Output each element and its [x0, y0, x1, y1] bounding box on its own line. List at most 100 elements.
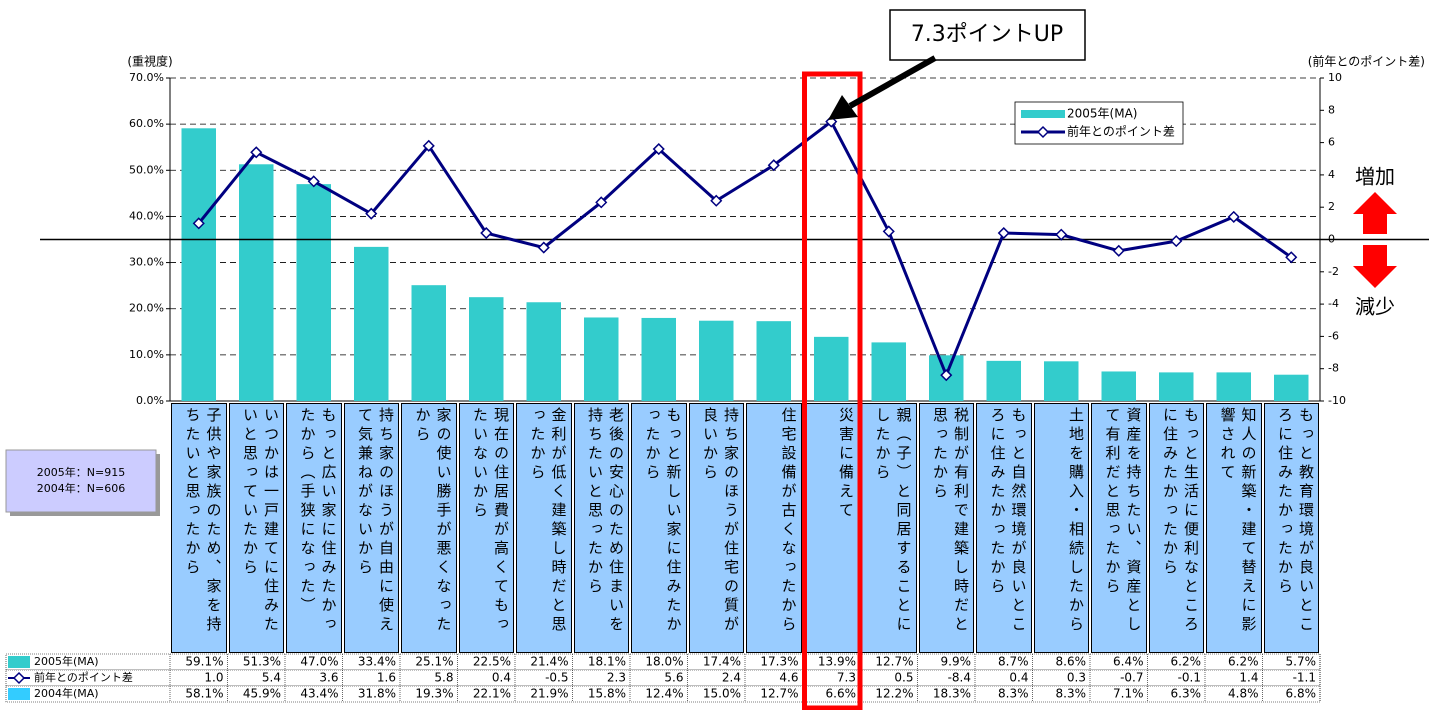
- table-cell: 4.6: [779, 671, 798, 685]
- table-cell: 2.3: [607, 671, 626, 685]
- line-marker: [537, 241, 550, 254]
- y-tick-label: 0.0%: [136, 394, 164, 407]
- line-marker: [192, 217, 205, 230]
- line-marker: [1285, 251, 1298, 264]
- row-swatch: [12, 671, 26, 685]
- table-cell: 5.7%: [1286, 655, 1317, 669]
- row-label: 2004年(MA): [34, 686, 99, 700]
- line-marker: [422, 139, 435, 152]
- y2-tick-label: -4: [1328, 297, 1339, 310]
- callout-arrow: [848, 55, 937, 109]
- bar: [1274, 374, 1309, 401]
- table-cell: 18.3%: [933, 687, 971, 701]
- table-cell: 0.4: [1009, 671, 1028, 685]
- legend-swatch: [1036, 125, 1050, 139]
- table-cell: 12.2%: [875, 687, 913, 701]
- x-tick-label: 持ち家のほうが自由に使えて気兼ねがないから: [343, 403, 399, 653]
- legend-label: 前年とのポイント差: [1067, 124, 1175, 139]
- table-cell: 0.4: [492, 671, 511, 685]
- line-marker: [595, 196, 608, 209]
- line-marker: [1055, 228, 1068, 241]
- line-marker: [710, 194, 723, 207]
- row-label: 前年とのポイント差: [34, 670, 133, 684]
- category-box: 土地を購入・相続したから: [1033, 403, 1089, 653]
- table-cell: 19.3%: [415, 687, 453, 701]
- y2-tick-label: -6: [1328, 329, 1339, 342]
- x-tick-label: 家の使い勝手が悪くなったから: [401, 403, 457, 653]
- table-cell: 7.3: [837, 671, 856, 685]
- line-marker: [652, 142, 665, 156]
- x-tick-label: もっと広い家に住みたかったから（手狭になった）: [286, 403, 342, 653]
- line-marker: [307, 175, 320, 188]
- table-cell: -0.5: [545, 671, 568, 685]
- table-cell: 4.8%: [1228, 687, 1259, 701]
- table-cell: 21.9%: [530, 687, 568, 701]
- table-cell: 22.1%: [473, 687, 511, 701]
- bar: [239, 164, 274, 401]
- bar: [1216, 372, 1251, 401]
- table-cell: 17.3%: [760, 655, 798, 669]
- bar: [1159, 372, 1194, 401]
- x-tick-label: もっと新しい家に住みたかったから: [631, 403, 687, 653]
- category-box: もっと自然環境が良いところに住みたかったから: [976, 403, 1032, 653]
- bar: [584, 317, 619, 401]
- table-cell: 51.3%: [243, 655, 281, 669]
- bar: [354, 246, 389, 401]
- line-marker: [997, 226, 1010, 240]
- table-cell: 6.6%: [826, 687, 857, 701]
- table-cell: 6.2%: [1228, 655, 1259, 669]
- line-marker: [1170, 235, 1183, 248]
- x-tick-label: 老後の安心のため住まいを持ちたいと思ったから: [573, 403, 629, 653]
- table-cell: 1.0: [204, 671, 223, 685]
- y2-tick-label: 10: [1328, 71, 1342, 84]
- y-axis-label: (重視度): [127, 54, 172, 69]
- callout-text: 7.3ポイントUP: [911, 22, 1063, 47]
- table-cell: 43.4%: [300, 687, 338, 701]
- x-tick-label: 持ち家のほうが住宅の質が良いから: [688, 403, 744, 653]
- table-cell: 58.1%: [185, 687, 223, 701]
- x-tick-label: 土地を購入・相続したから: [1033, 403, 1089, 653]
- line-marker: [250, 146, 263, 159]
- table-cell: 2.4: [722, 671, 741, 685]
- category-box: いつかは一戸建てに住みたいと思っていたから: [228, 403, 284, 653]
- bar: [756, 321, 791, 401]
- decrease-label: 減少: [1355, 295, 1395, 319]
- table-cell: 8.7%: [998, 655, 1029, 669]
- category-box: 災害に備えて: [803, 403, 859, 653]
- line-marker: [882, 225, 895, 238]
- table-cell: 18.1%: [588, 655, 626, 669]
- table-cell: 5.6: [664, 671, 683, 685]
- bar: [1101, 371, 1136, 401]
- highlight-box: [802, 71, 863, 710]
- category-box: 現在の住居費が高くてもったいないから: [458, 403, 514, 653]
- note-box: [5, 449, 157, 513]
- category-box: 資産を持ちたい、資産として有利だと思ったから: [1091, 403, 1147, 653]
- y-tick-label: 10.0%: [129, 348, 164, 361]
- line-marker: [767, 159, 780, 172]
- table-cell: 33.4%: [358, 655, 396, 669]
- y2-tick-label: -2: [1328, 265, 1339, 278]
- table-cell: 6.3%: [1171, 687, 1202, 701]
- x-tick-label: もっと自然環境が良いところに住みたかったから: [976, 403, 1032, 653]
- bar: [641, 317, 676, 401]
- table-cell: 12.4%: [645, 687, 683, 701]
- table-cell: 47.0%: [300, 655, 338, 669]
- category-box: 子供や家族のため、家を持ちたいと思ったから: [171, 403, 227, 653]
- table-cell: 5.8: [434, 671, 453, 685]
- bar: [814, 336, 849, 401]
- table-cell: 0.3: [1067, 671, 1086, 685]
- category-box: 持ち家のほうが住宅の質が良いから: [688, 403, 744, 653]
- table-cell: 59.1%: [185, 655, 223, 669]
- line-marker: [940, 369, 953, 382]
- table-cell: 9.9%: [941, 655, 972, 669]
- y2-tick-label: 8: [1328, 103, 1335, 116]
- x-tick-label: 知人の新築・建て替えに影響されて: [1206, 403, 1262, 653]
- x-tick-label: 子供や家族のため、家を持ちたいと思ったから: [171, 403, 227, 653]
- category-box: 持ち家のほうが自由に使えて気兼ねがないから: [343, 403, 399, 653]
- y-tick-label: 30.0%: [129, 256, 164, 269]
- bar: [986, 360, 1021, 401]
- y-tick-label: 20.0%: [129, 302, 164, 315]
- y2-tick-label: 4: [1328, 168, 1335, 181]
- table-cell: 15.0%: [703, 687, 741, 701]
- increase-label: 増加: [1355, 165, 1395, 189]
